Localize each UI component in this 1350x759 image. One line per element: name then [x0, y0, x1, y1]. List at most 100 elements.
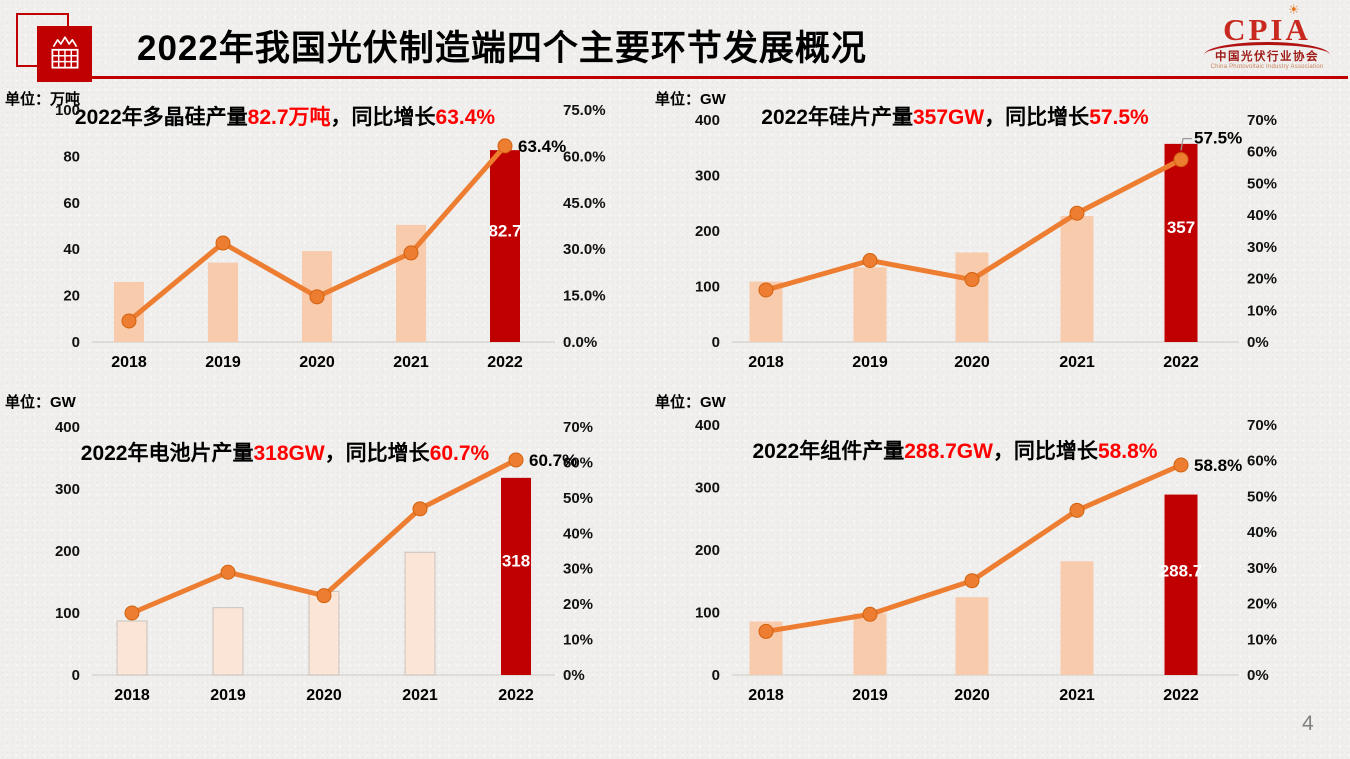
x-axis-label: 2019	[852, 354, 888, 371]
left-axis-tick: 40	[63, 241, 80, 258]
left-axis-tick: 100	[55, 102, 80, 119]
right-axis-tick: 10%	[1247, 302, 1277, 319]
label-leader-line	[1180, 138, 1192, 151]
right-axis-tick: 40%	[563, 525, 593, 542]
left-axis-tick: 80	[63, 148, 80, 165]
unit-label: 单位：GW	[655, 394, 726, 411]
logo-solar-box	[37, 26, 92, 82]
bar-2021	[1060, 561, 1094, 675]
growth-value-label: 57.5%	[1194, 129, 1242, 148]
line-point-2022	[497, 138, 513, 154]
right-axis-tick: 30%	[563, 561, 593, 578]
left-axis-tick: 200	[695, 223, 720, 240]
bar-2022	[1164, 143, 1198, 342]
left-axis-tick: 0	[72, 667, 80, 684]
solar-panel-icon	[51, 36, 78, 69]
right-axis-tick: 50%	[563, 490, 593, 507]
chart-wafer: 单位：GW 2022年硅片产量357GW，同比增长57.5% 400 300 200…	[650, 85, 1350, 385]
right-axis-tick: 10%	[1247, 631, 1277, 648]
right-axis-tick: 0%	[563, 667, 585, 684]
x-axis-label: 2018	[748, 687, 784, 704]
chart-plot: 100 80 60 40 20 0 75.0% 60.0% 45.0% 30.0% 15.0% 0.0…	[55, 102, 606, 371]
bar-2018	[116, 620, 148, 676]
title-text: ，同比增长	[984, 106, 1090, 129]
right-axis-tick: 70%	[563, 419, 593, 436]
title-text: 2022年组件产量	[752, 440, 905, 463]
bar-2019	[212, 607, 244, 676]
right-axis-tick: 0.0%	[563, 334, 597, 351]
right-axis-tick: 40%	[1247, 207, 1277, 224]
unit-label: 单位：万吨	[5, 91, 81, 108]
cpia-arc	[1204, 42, 1330, 55]
chart-plot: 400 300 200 100 0 70% 60% 50% 40% 30% 20% 10% 0% 318 6…	[55, 419, 593, 704]
title-highlight: 58.8%	[1097, 440, 1158, 463]
cpia-name-en: China Photovoltaic Industry Association	[1210, 64, 1324, 70]
line-point-2020	[316, 588, 332, 604]
line-point-2018	[124, 605, 140, 621]
left-axis-tick: 300	[695, 480, 720, 497]
title-text: ，同比增长	[324, 442, 430, 465]
left-axis-tick: 400	[55, 419, 80, 436]
line-point-2020	[309, 289, 325, 305]
left-axis-tick: 200	[695, 542, 720, 559]
unit-label: 单位：GW	[655, 91, 726, 108]
line-point-2021	[412, 501, 428, 517]
x-axis-label: 2020	[954, 687, 990, 704]
title-highlight: 82.7万吨	[247, 106, 331, 129]
right-axis-tick: 70%	[1247, 417, 1277, 434]
left-axis-tick: 20	[63, 288, 80, 305]
x-axis-label: 2022	[1163, 687, 1199, 704]
cpia-logo: ☀ CPIA 中国光伏行业协会 China Photovoltaic Indus…	[1194, 3, 1340, 70]
growth-value-label: 58.8%	[1194, 456, 1242, 475]
title-highlight: 63.4%	[435, 106, 496, 129]
line-point-2018	[758, 623, 774, 639]
title-text: 2022年电池片产量	[80, 442, 254, 465]
x-axis-label: 2022	[498, 687, 534, 704]
x-axis-label: 2021	[1059, 687, 1095, 704]
left-axis-tick: 300	[55, 481, 80, 498]
line-point-2020	[964, 573, 980, 589]
x-axis-label: 2018	[114, 687, 150, 704]
left-axis-tick: 300	[695, 168, 720, 185]
line-point-2021	[403, 245, 419, 261]
title-highlight: 60.7%	[429, 442, 490, 465]
bar-value-label: 318	[502, 552, 530, 571]
left-axis-tick: 60	[63, 195, 80, 212]
x-axis-label: 2021	[393, 354, 429, 371]
bar-2022	[1164, 494, 1198, 675]
right-axis-tick: 30.0%	[563, 241, 606, 258]
left-axis-tick: 0	[72, 334, 80, 351]
right-axis-tick: 20%	[1247, 271, 1277, 288]
line-point-2022	[508, 452, 524, 468]
right-axis-tick: 50%	[1247, 488, 1277, 505]
title-text: ，同比增长	[330, 106, 436, 129]
chart-plot: 400 300 200 100 0 70% 60% 50% 40% 30% 20% 10% 0% 357 5…	[695, 112, 1277, 371]
bar-value-label: 357	[1167, 218, 1195, 237]
right-axis-tick: 50%	[1247, 175, 1277, 192]
right-axis-tick: 70%	[1247, 112, 1277, 129]
bar-2022	[501, 477, 531, 675]
title-highlight: 357GW	[912, 106, 985, 129]
chart-polysilicon: 单位：万吨 2022年多晶硅产量82.7万吨，同比增长63.4% 100 80 60…	[0, 85, 645, 385]
x-axis-label: 2019	[852, 687, 888, 704]
bar-2020	[955, 597, 989, 675]
line-point-2022	[1173, 457, 1189, 473]
chart-title: 2022年多晶硅产量82.7万吨，同比增长63.4%	[45, 101, 525, 131]
line-point-2018	[758, 282, 774, 298]
line-point-2021	[1069, 205, 1085, 221]
chart-cell: 单位：GW 2022年电池片产量318GW，同比增长60.7% 400 300 20…	[0, 385, 645, 715]
line-point-2020	[964, 272, 980, 288]
right-axis-tick: 75.0%	[563, 102, 606, 119]
growth-value-label: 60.7%	[529, 451, 577, 470]
left-axis-tick: 0	[712, 667, 720, 684]
left-axis-tick: 100	[695, 279, 720, 296]
line-point-2018	[121, 313, 137, 329]
right-axis-tick: 60%	[1247, 453, 1277, 470]
bar-value-label: 82.7	[488, 222, 521, 241]
left-axis-tick: 400	[695, 417, 720, 434]
right-axis-tick: 60%	[563, 454, 593, 471]
unit-label: 单位：GW	[5, 394, 76, 411]
right-axis-tick: 0%	[1247, 667, 1269, 684]
left-axis-tick: 0	[712, 334, 720, 351]
x-axis-label: 2018	[748, 354, 784, 371]
